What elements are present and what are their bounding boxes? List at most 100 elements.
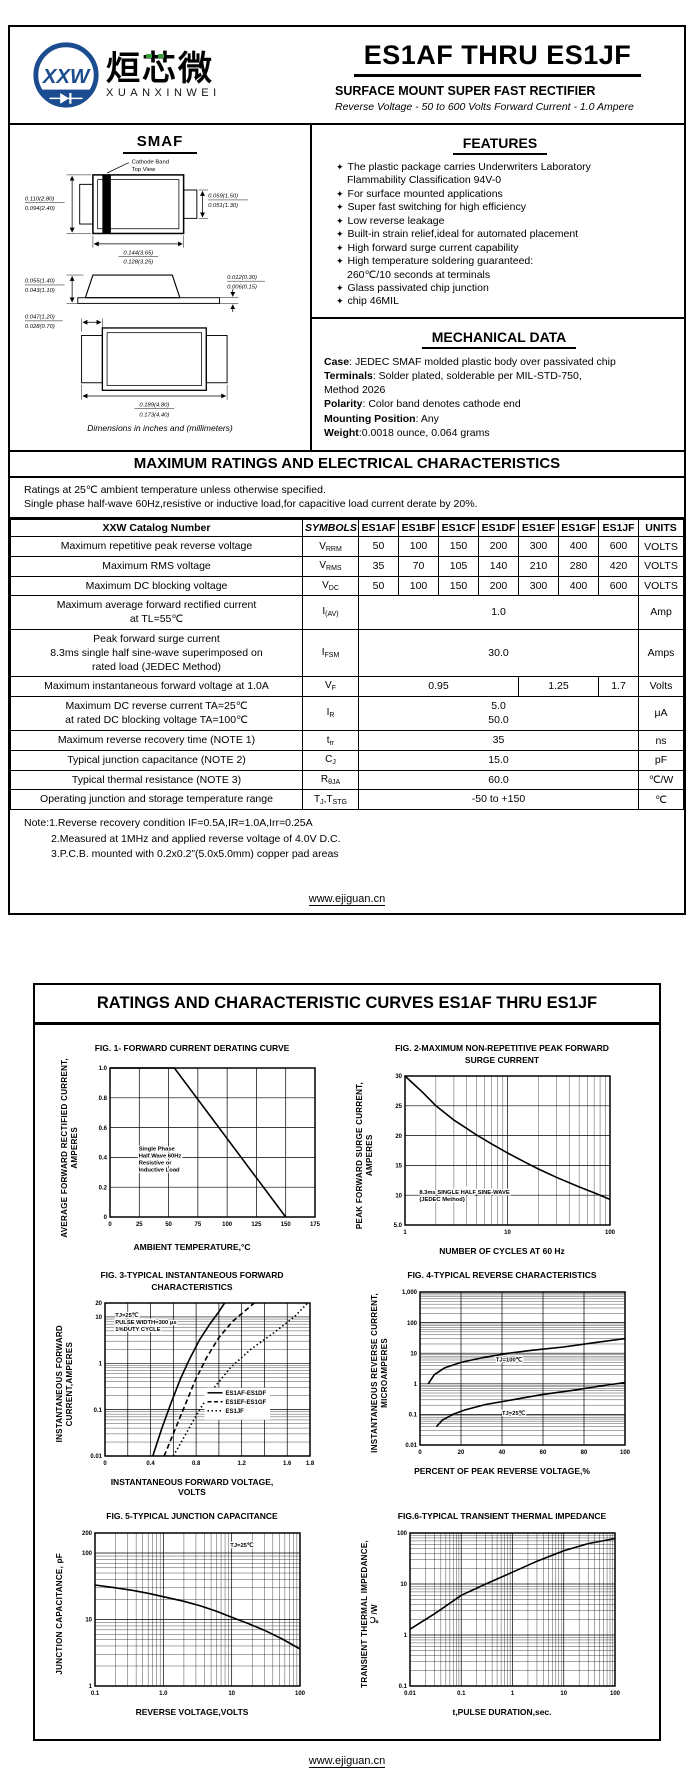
package-name: SMAF <box>10 133 310 154</box>
dim-top-height: 0.110(2.80) <box>25 196 55 202</box>
symbol-cell: VRMS <box>302 555 359 577</box>
parameter-label: Maximum RMS voltage <box>10 555 303 577</box>
figure-6: FIG.6-TYPICAL TRANSIENT THERMAL IMPEDANC… <box>360 1511 644 1716</box>
svg-text:5.0: 5.0 <box>394 1223 403 1229</box>
logo-green-accent <box>146 53 152 58</box>
svg-text:1: 1 <box>404 1633 408 1639</box>
fig2-title: FIG. 2-MAXIMUM NON-REPETITIVE PEAK FORWA… <box>395 1043 609 1065</box>
fig3-xlabel: INSTANTANEOUS FORWARD VOLTAGE, VOLTS <box>110 1477 274 1498</box>
parameter-label: Maximum instantaneous forward voltage at… <box>10 676 303 697</box>
mechanical-data-line: Weight:0.0018 ounce, 0.064 grams <box>324 426 490 439</box>
logo-text: 烜芯微 XUANXINWEI <box>106 52 221 99</box>
unit-cell: ns <box>638 730 684 751</box>
cathode-band-callout: Cathode Band <box>132 160 169 166</box>
table-row: Peak forward surge current 8.3ms single … <box>10 628 684 678</box>
feature-item: ✦ The plastic package carries Underwriter… <box>336 161 591 187</box>
value-cell: 280 <box>558 555 599 577</box>
symbol-cell: TJ,TSTG <box>302 789 359 810</box>
website-footer[interactable]: www.ejiguan.cn <box>308 893 386 907</box>
svg-text:ES1AF-ES1DF: ES1AF-ES1DF <box>226 1391 267 1397</box>
unit-cell: Amp <box>638 595 684 630</box>
svg-text:TJ=100℃: TJ=100℃ <box>496 1356 523 1363</box>
device-family-subtitle: SURFACE MOUNT SUPER FAST RECTIFIER <box>335 83 596 98</box>
datasheet-page-2: RATINGS AND CHARACTERISTIC CURVES ES1AF … <box>33 983 661 1741</box>
table-notes: Note:1.Reverse recovery condition IF=0.5… <box>10 810 684 871</box>
svg-text:0.006(0.15): 0.006(0.15) <box>227 284 257 290</box>
svg-text:1.0: 1.0 <box>159 1691 168 1697</box>
fig1-title: FIG. 1- FORWARD CURRENT DERATING CURVE <box>94 1043 290 1054</box>
logo: XXW 烜芯微 XUANXINWEI <box>10 39 315 111</box>
symbol-cell: VDC <box>302 575 359 597</box>
table-row: Maximum RMS voltage VRMS 35 70 105 140 210 280 4… <box>10 555 684 577</box>
symbol-cell: VF <box>302 676 359 697</box>
mechanical-data-line: Terminals: Solder plated, solderable per… <box>324 369 582 397</box>
value-cell: 5.0 50.0 <box>358 695 639 732</box>
dim-body-width: 0.144(3.65) <box>123 250 153 256</box>
figures-grid: FIG. 1- FORWARD CURRENT DERATING CURVE A… <box>35 1025 659 1738</box>
symbol-cell: RθJA <box>302 769 359 791</box>
fig5-xlabel: REVERSE VOLTAGE,VOLTS <box>135 1706 249 1717</box>
svg-text:0: 0 <box>104 1216 108 1222</box>
table-row: Typical junction capacitance (NOTE 2) CJ 1… <box>10 749 684 771</box>
svg-text:TJ=25℃: TJ=25℃ <box>230 1542 254 1549</box>
package-drawing: Cathode Band Top View 0.110(2.80) 0.094(… <box>24 160 265 418</box>
svg-text:200: 200 <box>82 1531 93 1537</box>
feature-bullet-icon: ✦ <box>336 188 344 199</box>
value-cell: 100 <box>398 575 439 597</box>
svg-text:PULSE WIDTH=300 μs: PULSE WIDTH=300 μs <box>115 1320 176 1326</box>
parameter-label: Maximum reverse recovery time (NOTE 1) <box>10 730 303 751</box>
svg-text:0.6: 0.6 <box>99 1126 108 1132</box>
fig5-chart: 0.1 1.0 10 100 1 10 100 200 TJ=25℃ <box>82 1531 306 1697</box>
website-footer-2[interactable]: www.ejiguan.cn <box>308 1754 386 1768</box>
svg-text:1,000: 1,000 <box>402 1290 418 1296</box>
svg-text:0.8: 0.8 <box>99 1096 108 1102</box>
ratings-summary: Reverse Voltage - 50 to 600 Volts Forwar… <box>335 100 634 113</box>
fig3-chart: 0 0.4 0.8 1.2 1.6 1.8 0.01 0.1 1 10 20 TJ=25℃PULSE … <box>90 1301 315 1467</box>
fig4-ylabel: INSTANTANEOUS REVERSE CURRENT, MICROAMPE… <box>370 1292 389 1453</box>
mechanical-data-section: MECHANICAL DATA Case: JEDEC SMAF molded … <box>312 319 684 450</box>
table-header-cell: ES1EF <box>518 519 559 538</box>
value-cell: 300 <box>518 575 559 597</box>
svg-text:0.051(1.30): 0.051(1.30) <box>208 203 238 209</box>
svg-text:TJ=25℃: TJ=25℃ <box>115 1312 139 1319</box>
dim-base-thickness: 0.012(0.30) <box>227 275 257 281</box>
fig5-ylabel: JUNCTION CAPACITANCE, pF <box>55 1552 64 1675</box>
fig6-xlabel: t,PULSE DURATION,sec. <box>452 1706 552 1717</box>
figure-1: FIG. 1- FORWARD CURRENT DERATING CURVE A… <box>45 1043 339 1256</box>
svg-text:1.8: 1.8 <box>306 1461 315 1467</box>
feature-bullet-icon: ✦ <box>336 296 344 307</box>
value-cell: 600 <box>598 575 639 597</box>
svg-text:20: 20 <box>395 1134 402 1140</box>
svg-text:(JEDEC Method): (JEDEC Method) <box>419 1197 464 1203</box>
fig1-ylabel: AVERAGE FORWARD RECTIFIED CURRENT, AMPER… <box>60 1057 79 1238</box>
svg-text:100: 100 <box>605 1230 616 1236</box>
symbol-cell: CJ <box>302 749 359 771</box>
dim-tab-height: 0.059(1.50) <box>208 194 238 200</box>
dim-overall-width: 0.189(4.80) <box>139 402 169 408</box>
symbol-cell: IR <box>302 695 359 732</box>
svg-text:125: 125 <box>251 1222 262 1228</box>
figure-3: FIG. 3-TYPICAL INSTANTANEOUS FORWARD CHA… <box>55 1270 329 1497</box>
svg-text:0.043(1.10): 0.043(1.10) <box>25 288 55 294</box>
table-header-cell: SYMBOLS <box>302 519 359 538</box>
table-row: Maximum repetitive peak reverse voltage V… <box>10 536 684 557</box>
svg-text:100: 100 <box>407 1320 418 1326</box>
symbol-cell: IFSM <box>302 628 359 678</box>
feature-item: ✦ chip 46MIL <box>336 295 399 308</box>
fig2-ylabel: PEAK FORWARD SURGE CURRENT, AMPERES <box>355 1081 374 1229</box>
svg-text:40: 40 <box>499 1450 506 1456</box>
fig2-xlabel: NUMBER OF CYCLES AT 60 Hz <box>439 1246 565 1257</box>
ratings-table: XXW Catalog Number SYMBOLS ES1AF ES1BF ES1CF… <box>10 519 684 810</box>
svg-text:1.0: 1.0 <box>99 1067 108 1073</box>
cathode-band <box>102 174 111 234</box>
parameter-label: Operating junction and storage temperatu… <box>10 789 303 810</box>
value-cell: 1.0 <box>358 595 639 630</box>
fig5-title: FIG. 5-TYPICAL JUNCTION CAPACITANCE <box>106 1511 278 1522</box>
value-cell: 150 <box>438 575 479 597</box>
table-header-cell: ES1CF <box>438 519 479 538</box>
mechanical-data-line: Case: JEDEC SMAF molded plastic body ove… <box>324 355 616 368</box>
parameter-label: Maximum average forward rectified curren… <box>10 595 303 630</box>
value-cell: 15.0 <box>358 749 639 771</box>
figure-2: FIG. 2-MAXIMUM NON-REPETITIVE PEAK FORWA… <box>355 1043 649 1256</box>
value-cell: 35 <box>358 730 639 751</box>
